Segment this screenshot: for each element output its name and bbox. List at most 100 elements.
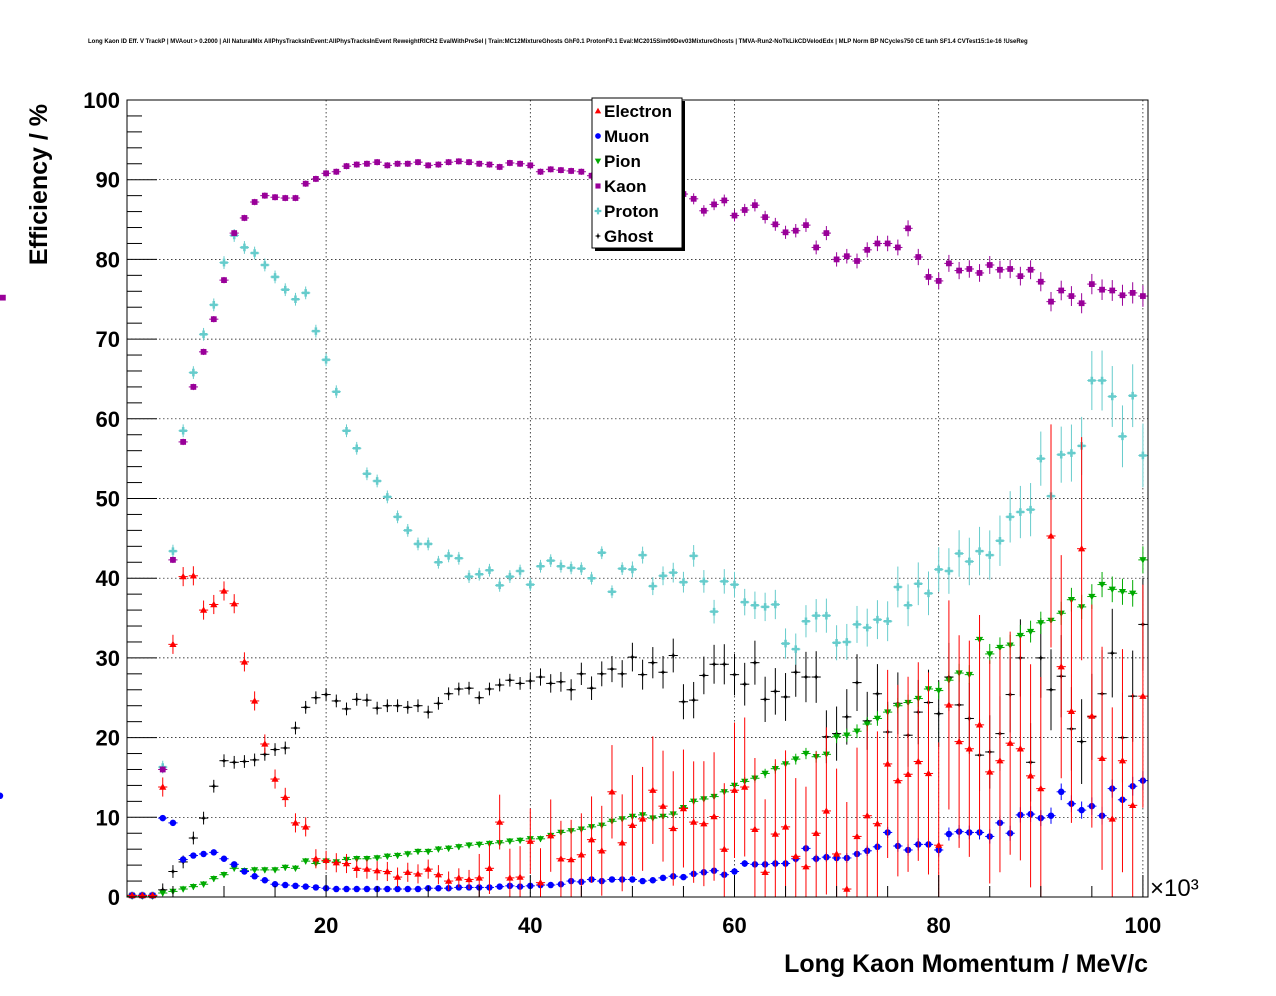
point-electron xyxy=(220,587,228,594)
point-pion xyxy=(414,848,422,856)
point-pion xyxy=(863,721,871,728)
point-pion xyxy=(935,687,943,695)
point-proton xyxy=(649,582,657,590)
point-kaon xyxy=(272,194,278,201)
point-kaon xyxy=(1119,292,1126,299)
point-electron xyxy=(1078,545,1086,552)
point-pion xyxy=(1108,586,1116,593)
point-muon xyxy=(680,873,687,881)
point-ghost xyxy=(679,698,688,706)
point-proton xyxy=(516,567,524,575)
point-ghost xyxy=(802,673,810,681)
point-proton xyxy=(934,565,943,574)
point-ghost xyxy=(741,680,749,688)
point-kaon xyxy=(854,258,860,264)
legend-marker-proton xyxy=(594,207,602,215)
point-proton xyxy=(740,598,749,606)
series-pion xyxy=(127,546,1148,900)
point-ghost xyxy=(251,756,259,764)
point-proton xyxy=(771,600,780,609)
point-ghost xyxy=(281,744,289,752)
point-electron xyxy=(261,740,269,747)
point-ghost xyxy=(720,660,728,668)
point-proton xyxy=(301,289,310,297)
point-kaon xyxy=(741,207,748,213)
point-proton xyxy=(894,583,902,591)
point-proton xyxy=(985,551,994,559)
point-proton xyxy=(1037,454,1045,463)
point-kaon xyxy=(241,215,248,221)
point-electron xyxy=(741,783,749,790)
point-electron xyxy=(342,859,351,867)
point-pion xyxy=(445,845,453,852)
point-muon xyxy=(220,855,228,862)
point-ghost xyxy=(536,673,545,681)
point-pion xyxy=(761,770,769,778)
point-kaon xyxy=(731,212,738,219)
point-electron xyxy=(863,812,871,819)
point-kaon xyxy=(1078,300,1085,307)
point-electron xyxy=(843,885,851,892)
point-pion xyxy=(373,855,381,862)
point-pion xyxy=(536,836,545,843)
point-pion xyxy=(261,867,269,874)
point-electron xyxy=(587,836,596,843)
point-pion xyxy=(455,844,463,851)
y-tick-label: 60 xyxy=(96,407,120,432)
point-proton xyxy=(567,564,575,572)
point-kaon xyxy=(946,260,952,267)
point-electron xyxy=(445,877,453,884)
point-proton xyxy=(618,564,626,573)
point-proton xyxy=(199,330,208,339)
point-kaon xyxy=(813,244,820,251)
legend-label-muon: Muon xyxy=(604,127,649,146)
point-ghost xyxy=(271,745,279,754)
point-ghost xyxy=(771,687,779,695)
point-ghost xyxy=(261,750,269,758)
point-kaon xyxy=(1048,298,1054,305)
point-electron xyxy=(1067,707,1076,714)
point-kaon xyxy=(578,168,585,175)
point-electron xyxy=(291,819,300,826)
point-proton xyxy=(312,327,320,335)
point-proton xyxy=(261,261,269,269)
point-kaon xyxy=(323,170,329,177)
point-ghost xyxy=(781,693,790,701)
point-proton xyxy=(291,295,300,304)
x-tick-label: 40 xyxy=(518,913,542,938)
point-pion xyxy=(1118,589,1127,596)
point-muon xyxy=(741,860,748,867)
point-muon xyxy=(292,882,299,890)
axis-ticks xyxy=(127,99,1144,897)
point-electron xyxy=(332,859,340,866)
point-kaon xyxy=(517,160,523,167)
point-electron xyxy=(179,573,187,580)
point-muon xyxy=(179,856,187,863)
point-ghost xyxy=(700,671,708,680)
point-proton xyxy=(863,623,872,632)
point-ghost xyxy=(577,670,585,678)
point-kaon xyxy=(874,240,881,247)
point-proton xyxy=(322,356,330,364)
point-ghost xyxy=(240,757,249,766)
point-kaon xyxy=(547,166,554,173)
point-kaon xyxy=(466,159,472,166)
point-proton xyxy=(945,567,953,575)
point-ghost xyxy=(792,668,800,676)
point-proton xyxy=(557,562,565,571)
point-muon xyxy=(302,883,309,890)
point-proton xyxy=(751,601,759,610)
point-pion xyxy=(434,846,443,853)
x-tick-label: 60 xyxy=(722,913,746,938)
point-proton xyxy=(210,301,218,309)
point-kaon xyxy=(313,176,319,182)
point-proton xyxy=(924,589,933,598)
point-muon xyxy=(282,881,289,889)
point-proton xyxy=(700,577,708,586)
point-pion xyxy=(363,856,371,863)
legend-label-pion: Pion xyxy=(604,152,641,171)
point-proton xyxy=(791,645,800,653)
point-proton xyxy=(689,552,698,560)
point-electron xyxy=(210,600,218,608)
point-electron xyxy=(536,879,545,886)
